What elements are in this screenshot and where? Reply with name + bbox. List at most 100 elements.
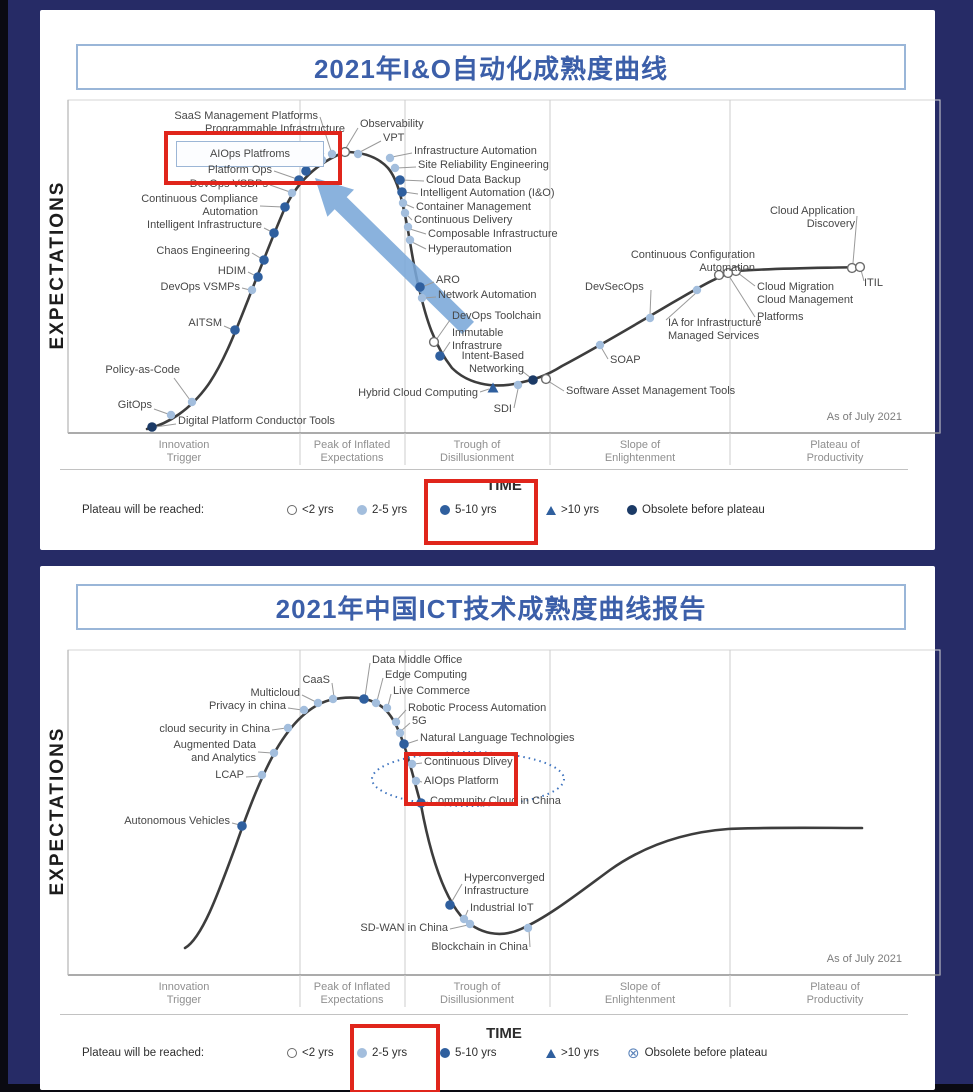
chart2-y-axis-label: EXPECTATIONS (47, 726, 68, 896)
tech-label: DevOps VSMPs (160, 281, 240, 293)
tech-label: Natural Language Technologies (420, 732, 575, 744)
tech-label: Cloud Data Backup (426, 174, 521, 186)
tech-label: cloud security in China (159, 723, 270, 735)
red-highlight-box (350, 1024, 440, 1092)
tech-label: DevOps Toolchain (452, 310, 542, 322)
tech-label: SaaS Management Platforms (174, 110, 318, 122)
chart2-title: 2021年中国ICT技术成熟度曲线报告 (76, 584, 906, 630)
legend-item-open: <2 yrs (287, 502, 334, 518)
tech-label: Cloud Application Discovery (769, 205, 855, 230)
tech-label: GitOps (117, 399, 152, 411)
chart1-y-axis-label: EXPECTATIONS (47, 180, 68, 350)
tech-label: Software Asset Management Tools (566, 385, 736, 397)
tech-label: CaaS (302, 674, 330, 686)
chart1-divider (60, 469, 908, 470)
red-highlight-box (424, 479, 538, 545)
tech-label: Observability (360, 118, 424, 130)
chart2-divider (60, 1014, 908, 1015)
legend-label: <2 yrs (302, 1047, 334, 1059)
tech-label: Privacy in china (208, 700, 286, 712)
tech-label: Hyperconverged Infrastructure (464, 872, 545, 897)
tech-label: Edge Computing (385, 669, 467, 681)
legend-item-crossed: ⊗ Obsolete before plateau (627, 1045, 767, 1061)
tech-label: DevSecOps (585, 281, 644, 293)
tech-label: Cloud Migration Cloud Management (757, 281, 854, 306)
tech-label: Continuous Delivery (414, 214, 513, 226)
legend-label: 2-5 yrs (372, 504, 408, 516)
tech-label: HDIM (217, 265, 246, 277)
tech-label: AITSM (188, 317, 222, 329)
tech-label: SD-WAN in China (360, 922, 448, 934)
tech-label: Blockchain in China (431, 941, 528, 953)
tech-label: Robotic Process Automation (408, 702, 547, 714)
phase-label: Trough of Disillusionment (440, 981, 514, 1006)
tech-label: Continuous Compliance Automation (141, 193, 258, 218)
phase-label: Plateau of Productivity (806, 981, 864, 1006)
phase-label: Innovation Trigger (158, 439, 210, 464)
tech-label: Continuous Configuration Automation (630, 249, 755, 274)
triangle-marker-icon (546, 505, 556, 515)
tech-label: IA for Infrastructure Managed Services (668, 317, 762, 342)
tech-label: Immutable Infrastrure (452, 327, 504, 352)
tech-label: 5G (412, 715, 427, 727)
tech-label: SOAP (610, 354, 641, 366)
red-highlight-box (404, 752, 518, 806)
tech-label: Container Management (416, 201, 531, 213)
phase-label: Innovation Trigger (158, 981, 210, 1006)
legend-item-triangle: >10 yrs (546, 502, 599, 518)
tech-label: Intelligent Infrastructure (147, 219, 262, 231)
tech-label: Infrastructure Automation (414, 145, 537, 157)
legend-label: Obsolete before plateau (642, 504, 765, 516)
phase-label: Peak of Inflated Expectations (313, 439, 391, 464)
chart1-as-of-date: As of July 2021 (826, 411, 902, 423)
legend-label: >10 yrs (561, 1047, 600, 1059)
tech-label: Digital Platform Conductor Tools (178, 415, 335, 427)
legend-prefix: Plateau will be reached: (82, 1047, 205, 1059)
phase-label: Plateau of Productivity (806, 439, 864, 464)
triangle-marker-icon (546, 1048, 556, 1058)
tech-label: ITIL (864, 277, 883, 289)
tech-label: LCAP (215, 769, 244, 781)
phase-label: Slope of Enlightenment (604, 439, 676, 464)
legend-label: >10 yrs (561, 504, 600, 516)
tech-label: Site Reliability Engineering (418, 159, 549, 171)
legend-label: 5-10 yrs (455, 504, 497, 516)
tech-label: Network Automation (438, 289, 537, 301)
chart1-title: 2021年I&O自动化成熟度曲线 (76, 44, 906, 90)
tech-label: Composable Infrastructure (428, 228, 558, 240)
light-marker-icon (357, 1048, 367, 1058)
chart-card-china-ict (40, 566, 935, 1090)
tech-label: Intelligent Automation (I&O) (420, 187, 555, 199)
tech-label: Chaos Engineering (156, 245, 250, 257)
tech-label: Industrial IoT (470, 902, 534, 914)
dark-marker-icon (627, 505, 637, 515)
legend-item-light: 2-5 yrs (357, 502, 407, 518)
tech-label: Intent-Based Networking (461, 350, 524, 375)
open-marker-icon (287, 505, 297, 515)
medium-marker-icon (440, 1048, 450, 1058)
tech-label: VPT (383, 132, 405, 144)
legend-item-light: 2-5 yrs (357, 1045, 407, 1061)
legend-item-triangle: >10 yrs (546, 1045, 599, 1061)
medium-marker-icon (440, 505, 450, 515)
tech-label: Hybrid Cloud Computing (358, 387, 478, 399)
chart2-as-of-date: As of July 2021 (826, 953, 902, 965)
legend-label: 5-10 yrs (455, 1047, 497, 1059)
legend-item-medium: 5-10 yrs (440, 502, 497, 518)
open-marker-icon (287, 1048, 297, 1058)
legend-label: <2 yrs (302, 504, 334, 516)
red-highlight-box (164, 131, 342, 185)
tech-label: Live Commerce (393, 685, 471, 697)
legend-item-open: <2 yrs (287, 1045, 334, 1061)
tech-label: Hyperautomation (428, 243, 512, 255)
phase-label: Slope of Enlightenment (604, 981, 676, 1006)
crossed-marker-icon: ⊗ (627, 1044, 640, 1062)
tech-label: SDI (493, 403, 512, 415)
light-marker-icon (357, 505, 367, 515)
phase-label: Peak of Inflated Expectations (313, 981, 391, 1006)
legend-prefix: Plateau will be reached: (82, 504, 205, 516)
tech-label: Augmented Data and Analytics (173, 739, 256, 764)
tech-label: ARO (436, 274, 460, 286)
legend-label: 2-5 yrs (372, 1047, 408, 1059)
